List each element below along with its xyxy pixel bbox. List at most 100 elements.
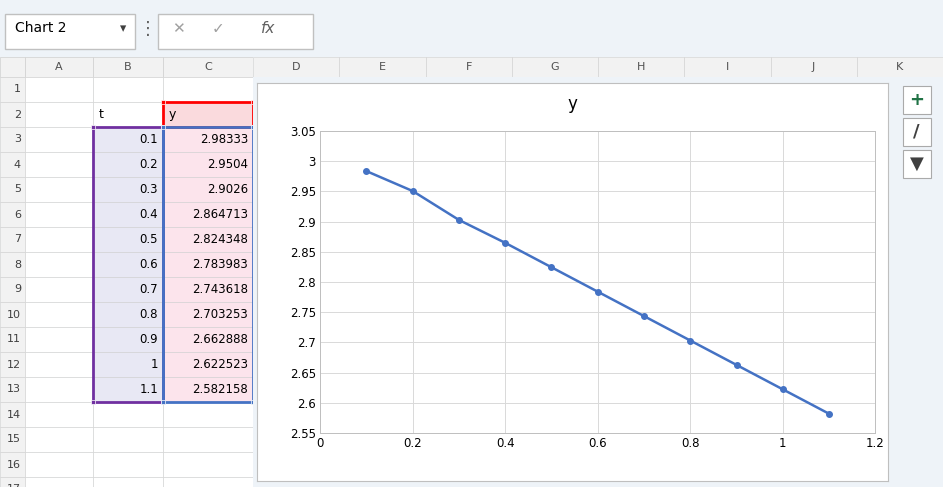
Bar [163, 102, 253, 127]
Text: 11: 11 [7, 335, 21, 344]
Bar [251, 125, 255, 129]
Text: ✕: ✕ [172, 21, 185, 36]
Text: 0.9: 0.9 [140, 333, 158, 346]
Bar [0, 127, 25, 152]
Text: /: / [913, 123, 919, 141]
Bar [25, 177, 93, 202]
Text: y: y [568, 95, 577, 113]
Bar [93, 252, 163, 277]
Bar [163, 177, 253, 202]
Bar [93, 452, 163, 477]
Text: 2.783983: 2.783983 [192, 258, 248, 271]
Bar [163, 102, 253, 127]
Bar [163, 352, 253, 377]
Bar [161, 400, 165, 404]
Text: 2.582158: 2.582158 [192, 383, 248, 396]
Text: F: F [466, 62, 472, 72]
Bar [93, 352, 163, 377]
Bar [93, 127, 163, 152]
FancyBboxPatch shape [902, 150, 931, 178]
Bar [25, 57, 93, 77]
Bar [25, 152, 93, 177]
Text: 0.7: 0.7 [140, 283, 158, 296]
Bar [163, 302, 253, 327]
Bar [93, 77, 163, 102]
Text: +: + [909, 91, 924, 109]
Bar [685, 57, 770, 77]
Bar [163, 127, 253, 152]
Text: H: H [637, 62, 645, 72]
Text: 2.743618: 2.743618 [192, 283, 248, 296]
Bar [93, 127, 163, 402]
Bar [25, 227, 93, 252]
Bar [163, 477, 253, 487]
Bar [251, 100, 255, 104]
Text: 2.9504: 2.9504 [207, 158, 248, 171]
Bar [163, 252, 253, 277]
Bar [93, 377, 163, 402]
Bar [93, 477, 163, 487]
Bar [857, 57, 943, 77]
Bar [93, 277, 163, 302]
Bar [0, 152, 25, 177]
Bar [163, 452, 253, 477]
Bar [25, 77, 93, 102]
Text: 2.98333: 2.98333 [200, 133, 248, 146]
Text: ▾: ▾ [120, 22, 126, 35]
Text: 0.4: 0.4 [140, 208, 158, 221]
Bar [25, 277, 93, 302]
Text: I: I [726, 62, 729, 72]
Bar [425, 57, 512, 77]
Bar [25, 402, 93, 427]
Text: 2: 2 [14, 110, 21, 119]
Bar [93, 102, 163, 127]
Bar [0, 452, 25, 477]
Bar [0, 377, 25, 402]
Text: 2.662888: 2.662888 [192, 333, 248, 346]
Text: ✓: ✓ [211, 21, 224, 36]
Bar [0, 277, 25, 302]
Bar [0, 352, 25, 377]
Bar [163, 202, 253, 227]
Bar [93, 152, 163, 177]
Bar [163, 427, 253, 452]
Bar [0, 402, 25, 427]
Text: 1: 1 [151, 358, 158, 371]
Text: 8: 8 [14, 260, 21, 269]
Text: 5: 5 [14, 185, 21, 194]
Bar [0, 177, 25, 202]
Text: D: D [292, 62, 301, 72]
Bar [25, 452, 93, 477]
Text: 6: 6 [14, 209, 21, 220]
Text: A: A [56, 62, 63, 72]
Bar [93, 202, 163, 227]
Text: 1: 1 [14, 85, 21, 94]
Bar [163, 402, 253, 427]
Text: 10: 10 [7, 310, 21, 319]
Text: 0.8: 0.8 [140, 308, 158, 321]
Bar [91, 400, 95, 404]
Bar [93, 327, 163, 352]
Bar [91, 125, 95, 129]
Bar [25, 427, 93, 452]
Bar [163, 327, 253, 352]
Text: t: t [99, 108, 104, 121]
Bar [25, 252, 93, 277]
Bar [163, 152, 253, 177]
Bar [25, 102, 93, 127]
Bar [0, 427, 25, 452]
Bar [25, 302, 93, 327]
FancyBboxPatch shape [902, 118, 931, 146]
Text: ⋮: ⋮ [139, 19, 157, 37]
FancyBboxPatch shape [5, 14, 135, 49]
Text: G: G [551, 62, 559, 72]
FancyBboxPatch shape [158, 14, 313, 49]
Bar [25, 127, 93, 152]
Bar [0, 77, 25, 102]
Text: 2.622523: 2.622523 [192, 358, 248, 371]
Text: 3: 3 [14, 134, 21, 145]
Bar [0, 327, 25, 352]
Bar [0, 252, 25, 277]
Text: 12: 12 [7, 359, 21, 370]
Text: fx: fx [261, 21, 275, 36]
